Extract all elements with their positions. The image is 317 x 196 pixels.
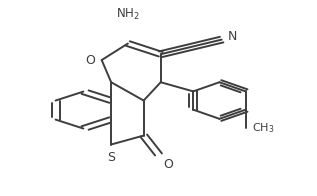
Text: S: S — [107, 151, 115, 164]
Text: N: N — [228, 30, 237, 43]
Text: NH$_2$: NH$_2$ — [116, 6, 140, 22]
Text: O: O — [86, 54, 95, 67]
Text: CH$_3$: CH$_3$ — [252, 121, 274, 135]
Text: O: O — [163, 158, 173, 171]
